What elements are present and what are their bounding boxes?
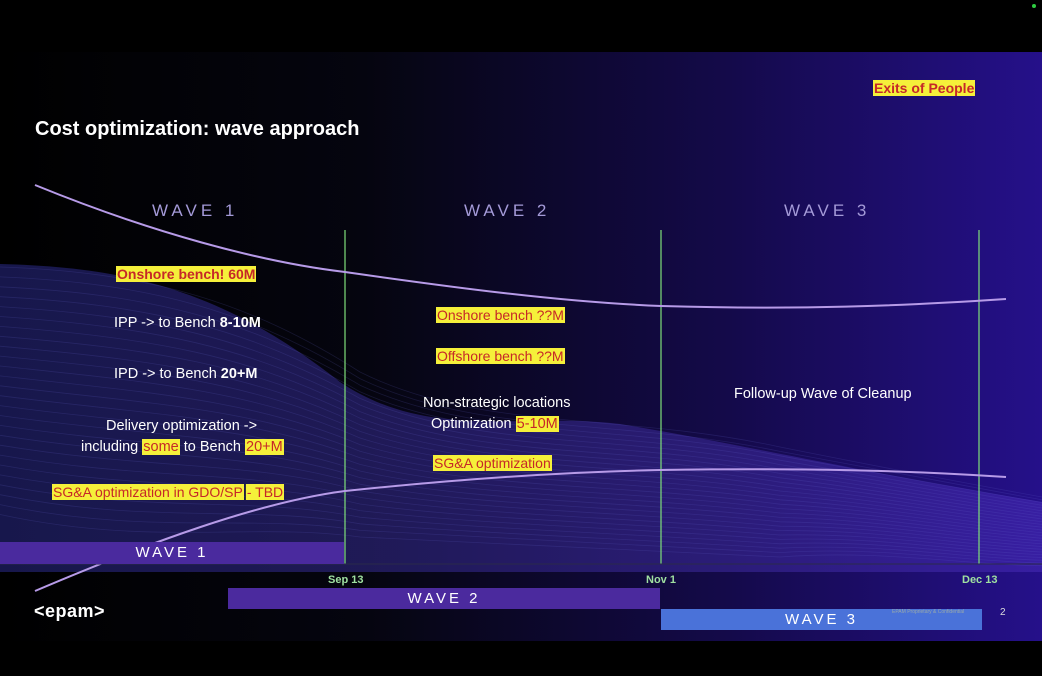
wave1-delivery-including: including [81,439,143,455]
wave2-nonstrategic-line2: Optimization 5-10M [431,416,559,432]
fabric-line [0,434,1042,545]
wave1-ipp: IPP -> to Bench 8-10M [114,315,261,331]
confidential-note: EPAM Proprietary & Confidential [892,609,965,615]
wave2-optimization-value: 5-10M [515,416,559,432]
fabric-line [0,266,1042,498]
wave1-ipd: IPD -> to Bench 20+M [114,366,257,382]
wave-header-1: WAVE 1 [152,201,239,220]
wave1-sga: SG&A optimization in GDO/SP - TBD [52,484,285,502]
page-number: 2 [1000,607,1006,618]
fabric-line [0,405,1042,536]
fabric-line [0,395,1042,534]
wave1-onshore-bench: Onshore bench! 60M [116,266,257,282]
wave2-nonstrategic-line1: Non-strategic locations [423,395,571,411]
wave2-onshore-bench: Onshore bench ??M [436,307,565,323]
date-dec13: Dec 13 [962,574,998,586]
wave1-delivery-some: some [142,439,180,455]
wave1-ipp-text: IPP -> to Bench [114,315,220,331]
wave2-sga: SG&A optimization [433,455,552,471]
exits-curve [34,184,1007,309]
wave1-delivery-value: 20+M [245,439,284,455]
wave1-ipd-value: 20+M [220,366,258,382]
timeline-bar-wave1: WAVE 1 [0,542,344,564]
fabric-line [0,335,1042,517]
epam-logo: <epam> [34,601,106,621]
wave1-ipp-value: 8-10M [219,315,261,331]
fabric-line [0,385,1042,531]
fabric-line [0,484,1042,558]
exits-of-people-label: Exits of People [873,80,976,96]
wave1-delivery-line2: including some to Bench 20+M [81,439,284,455]
wave1-sga-tbd: - TBD [244,484,285,500]
lower-curve [34,468,1007,592]
wave-header-2: WAVE 2 [464,201,551,220]
fabric-line [0,375,1042,528]
status-dot [1032,4,1036,8]
wave-header-3: WAVE 3 [784,201,871,220]
fabric-line [0,326,1042,514]
fabric-line [0,514,1042,567]
wave1-delivery-to-bench: to Bench [179,439,246,455]
timeline-bar-wave2: WAVE 2 [228,588,660,609]
wave2-offshore-bench: Offshore bench ??M [436,348,565,364]
slide-title: Cost optimization: wave approach [35,118,360,140]
wave-fabric-lines [0,266,1042,567]
fabric-line [0,454,1042,550]
wave1-sga-text: SG&A optimization in GDO/SP [52,484,244,500]
slide: Cost optimization: wave approach Exits o… [0,52,1042,641]
date-nov1: Nov 1 [646,574,676,586]
fabric-line [0,306,1042,509]
fabric-line [0,316,1042,512]
fabric-line [0,494,1042,561]
fabric-line [0,425,1042,542]
timeline-bar-wave3: WAVE 3 [661,609,982,630]
wave3-followup: Follow-up Wave of Cleanup [734,386,912,402]
wave2-optimization-text: Optimization [431,416,516,432]
date-sep13: Sep 13 [328,574,364,586]
fabric-line [0,504,1042,564]
fabric-line [0,444,1042,547]
wave1-ipd-text: IPD -> to Bench [114,366,221,382]
fabric-line [0,415,1042,539]
wave1-delivery-line1: Delivery optimization -> [106,418,258,434]
